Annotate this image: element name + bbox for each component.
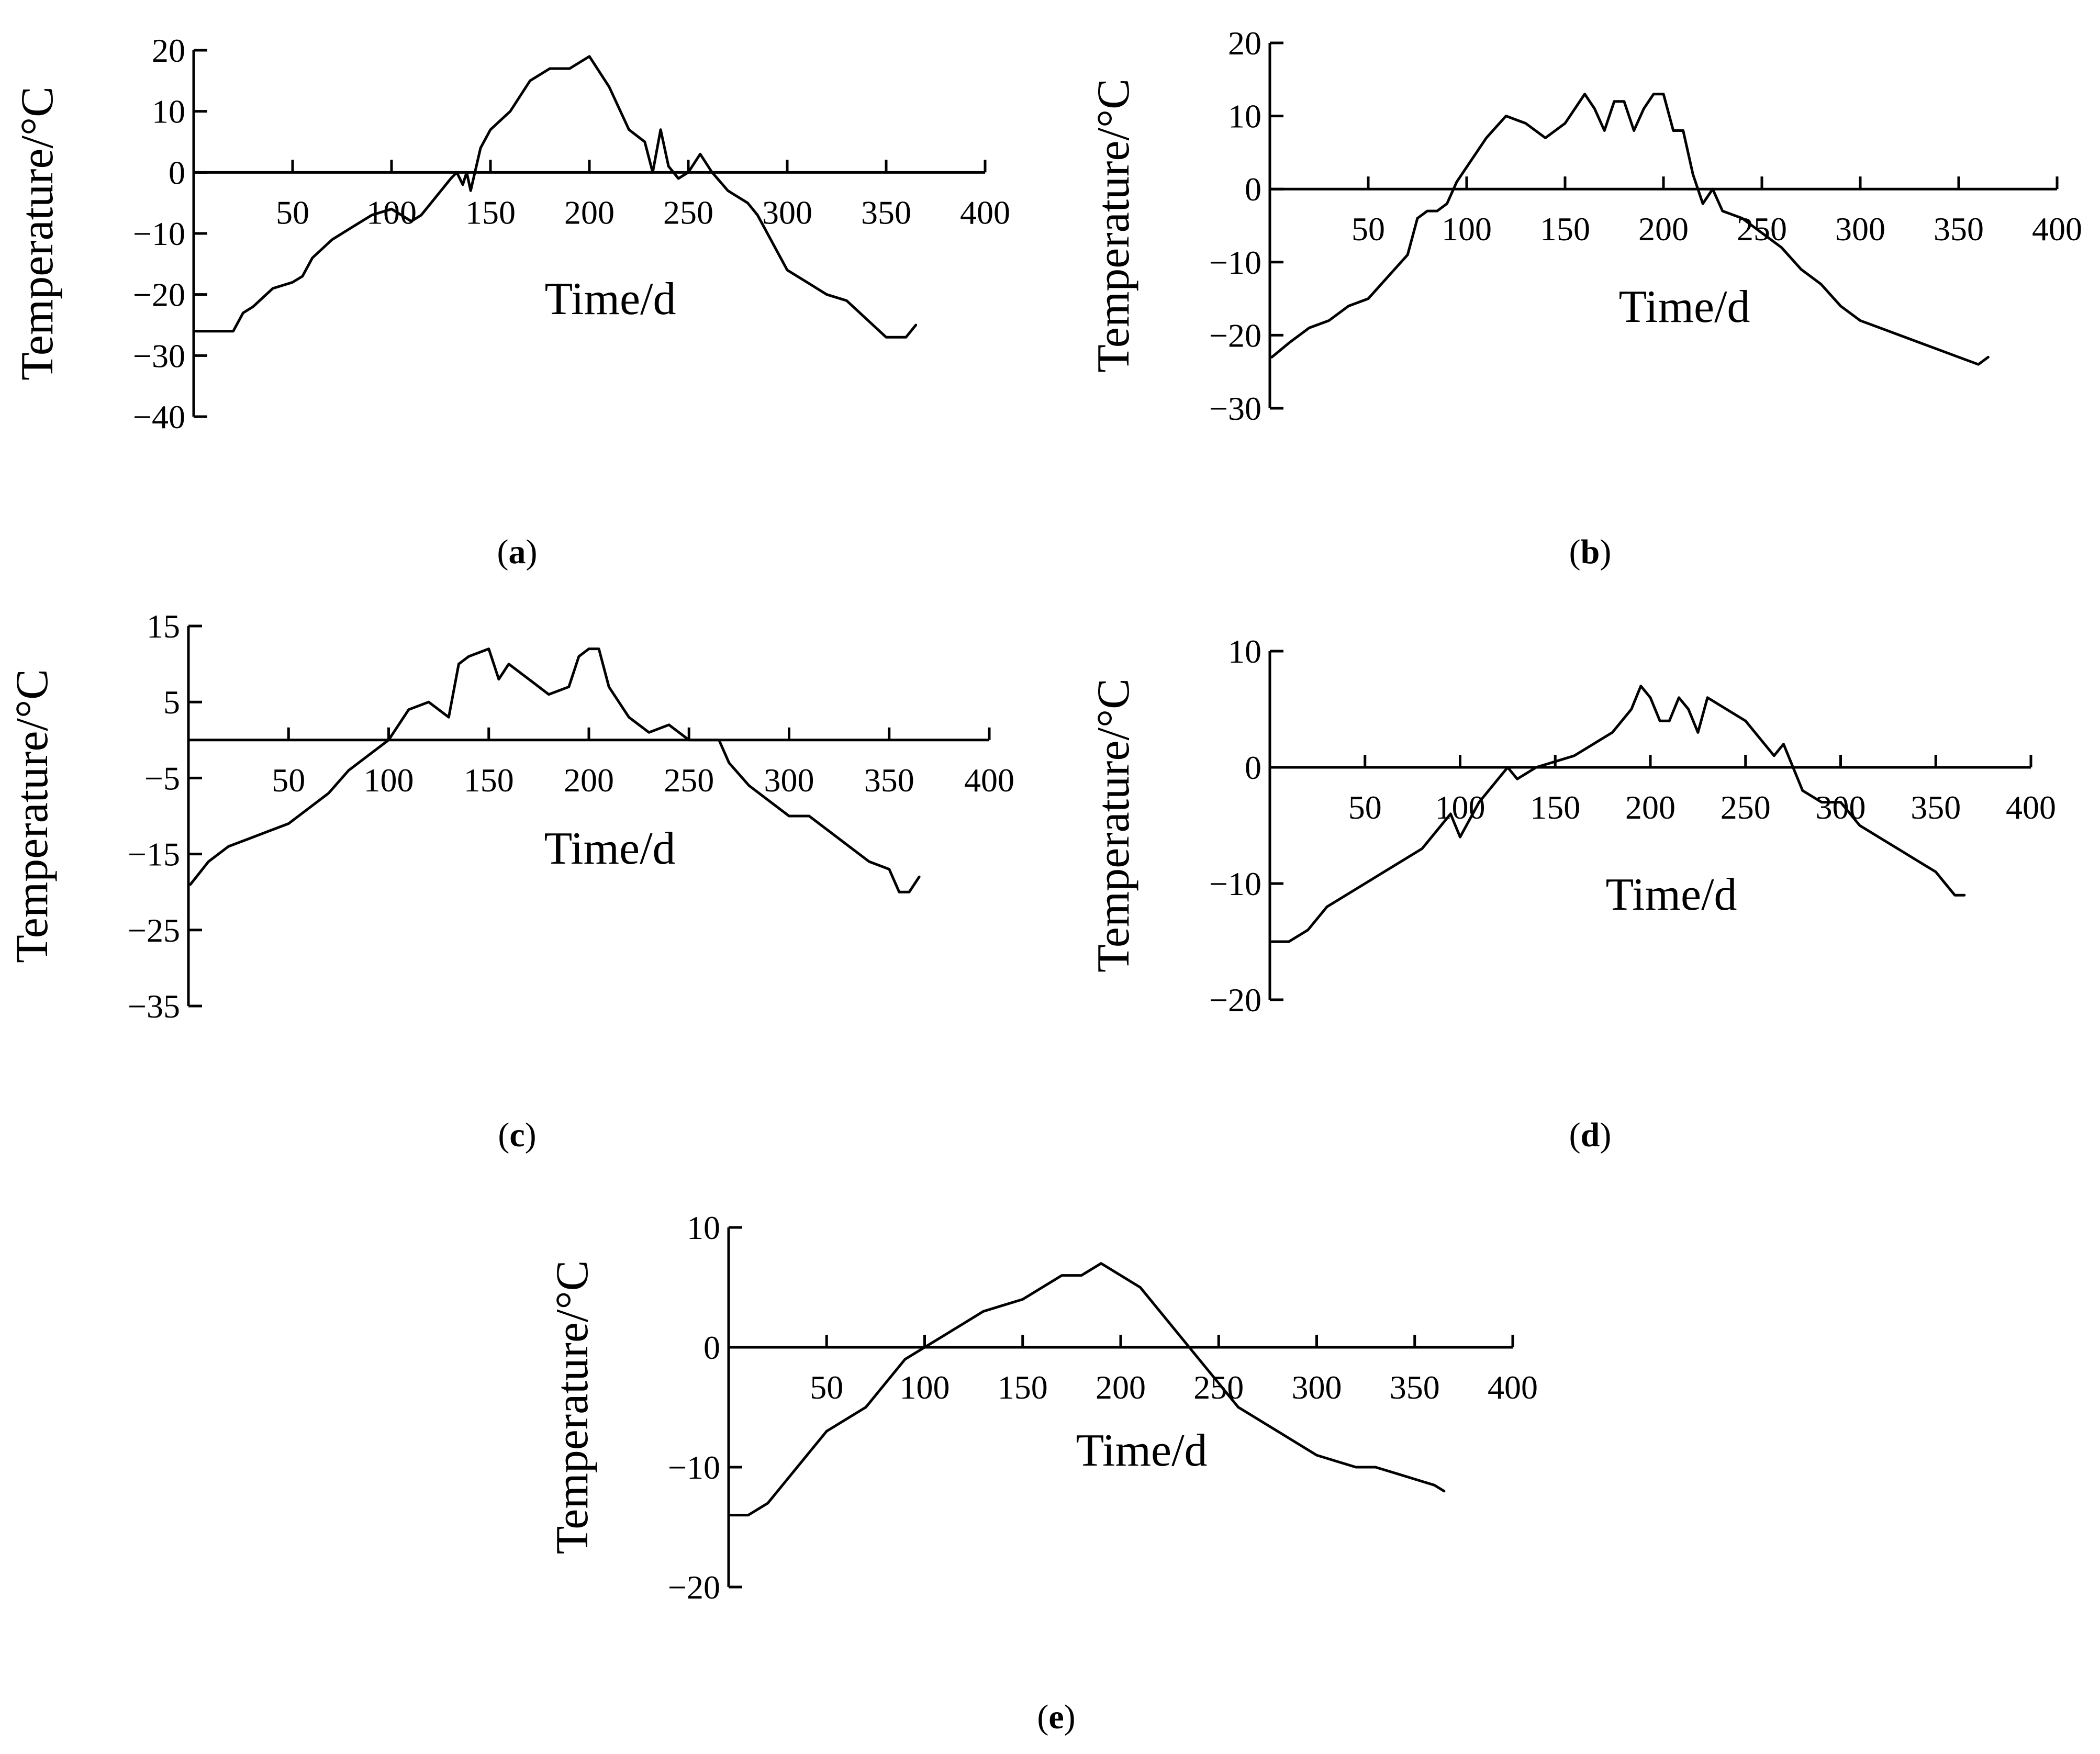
temperature-series-line — [729, 1262, 1446, 1517]
x-tick-label: 250 — [1193, 1369, 1244, 1406]
x-tick-label: 250 — [664, 762, 714, 799]
x-tick-label: 250 — [663, 194, 713, 231]
x-tick-label: 100 — [366, 194, 417, 231]
y-tick-label: −30 — [133, 337, 185, 374]
y-tick-label: 10 — [687, 1209, 720, 1246]
x-tick-label: 400 — [1488, 1369, 1538, 1406]
x-tick-label: 350 — [1911, 789, 1961, 826]
y-tick-label: −25 — [128, 912, 180, 949]
temperature-series-line — [189, 647, 921, 893]
x-tick-label: 350 — [864, 762, 914, 799]
y-tick-label: 10 — [1228, 98, 1261, 135]
x-tick-label: 400 — [2006, 789, 2056, 826]
temperature-series-line — [194, 55, 918, 339]
y-tick-label: 0 — [703, 1329, 720, 1366]
y-tick-label: 20 — [1228, 25, 1261, 62]
y-tick-label: −30 — [1209, 390, 1261, 427]
y-tick-label: 0 — [1245, 749, 1261, 786]
y-tick-label: 5 — [163, 684, 180, 721]
y-tick-label: 15 — [147, 608, 180, 645]
panel-c: 15 5 −5 −15 −25 −35 50 100 150 200 250 300 350 400 Tim… — [7, 608, 1014, 1154]
panel-caption: (e) — [1037, 1698, 1075, 1736]
x-tick-label: 300 — [1292, 1369, 1342, 1406]
x-tick-label: 50 — [1351, 210, 1385, 248]
y-tick-label: −10 — [133, 215, 185, 252]
panel-caption-letter: a — [509, 533, 526, 571]
x-tick-label: 350 — [1390, 1369, 1440, 1406]
temperature-series-line — [1270, 93, 1990, 366]
y-tick-label: −5 — [144, 759, 180, 797]
panel-caption-letter: b — [1581, 533, 1600, 571]
y-axis-title: Temperature/°C — [547, 1260, 598, 1555]
y-tick-label: −20 — [1209, 981, 1261, 1019]
y-tick-label: −20 — [668, 1569, 720, 1606]
y-tick-label: 0 — [1245, 171, 1261, 208]
x-tick-label: 100 — [1442, 210, 1492, 248]
y-axis-title: Temperature/°C — [12, 86, 63, 381]
panel-caption-letter: e — [1048, 1698, 1064, 1736]
x-tick-label: 200 — [1638, 210, 1689, 248]
x-tick-label: 50 — [276, 194, 309, 231]
x-axis-title: Time/d — [1076, 1425, 1207, 1476]
y-tick-label: −10 — [1209, 244, 1261, 281]
y-tick-label: 10 — [1228, 633, 1261, 670]
x-axis-title: Time/d — [1605, 869, 1737, 920]
y-axis-title: Temperature/°C — [1088, 79, 1139, 373]
x-tick-label: 300 — [1816, 789, 1866, 826]
x-tick-label: 50 — [810, 1369, 843, 1406]
panel-caption: (b) — [1569, 533, 1612, 571]
y-axis-title: Temperature/°C — [1088, 678, 1139, 973]
x-tick-label: 100 — [900, 1369, 950, 1406]
panel-caption: (a) — [497, 533, 538, 571]
x-axis-title: Time/d — [1618, 282, 1750, 332]
x-tick-label: 50 — [272, 762, 305, 799]
x-tick-label: 400 — [960, 194, 1010, 231]
x-tick-label: 400 — [964, 762, 1014, 799]
x-tick-label: 200 — [1625, 789, 1675, 826]
y-tick-label: −10 — [668, 1449, 720, 1486]
y-tick-label: 10 — [152, 93, 185, 130]
x-axis-title: Time/d — [544, 823, 675, 874]
x-tick-label: 150 — [1540, 210, 1590, 248]
y-tick-label: 0 — [169, 154, 185, 191]
y-tick-label: −35 — [128, 988, 180, 1025]
temperature-series-line — [1270, 685, 1966, 943]
x-tick-label: 350 — [861, 194, 911, 231]
y-tick-label: −10 — [1209, 865, 1261, 902]
y-tick-label: −15 — [128, 836, 180, 873]
x-tick-label: 250 — [1721, 789, 1771, 826]
x-tick-label: 200 — [1096, 1369, 1146, 1406]
x-tick-label: 300 — [764, 762, 814, 799]
x-tick-label: 100 — [364, 762, 414, 799]
y-tick-label: −40 — [133, 398, 185, 435]
x-tick-label: 50 — [1348, 789, 1382, 826]
panel-caption: (c) — [498, 1116, 536, 1154]
y-tick-label: −20 — [1209, 317, 1261, 354]
y-axis-title: Temperature/°C — [7, 669, 58, 963]
x-tick-label: 300 — [1835, 210, 1885, 248]
y-tick-label: 20 — [152, 32, 185, 69]
x-tick-label: 300 — [762, 194, 812, 231]
panel-caption-letter: d — [1581, 1116, 1600, 1154]
y-tick-label: −20 — [133, 276, 185, 314]
x-tick-label: 400 — [2032, 210, 2082, 248]
x-axis-title: Time/d — [544, 274, 676, 325]
x-tick-label: 350 — [1934, 210, 1984, 248]
panel-caption: (d) — [1569, 1116, 1612, 1154]
x-tick-label: 150 — [998, 1369, 1048, 1406]
panel-caption-letter: c — [509, 1116, 524, 1154]
x-tick-label: 200 — [564, 194, 615, 231]
x-tick-label: 150 — [1530, 789, 1580, 826]
x-tick-label: 150 — [465, 194, 516, 231]
x-tick-label: 250 — [1737, 210, 1787, 248]
x-tick-label: 200 — [564, 762, 614, 799]
x-tick-label: 150 — [464, 762, 514, 799]
